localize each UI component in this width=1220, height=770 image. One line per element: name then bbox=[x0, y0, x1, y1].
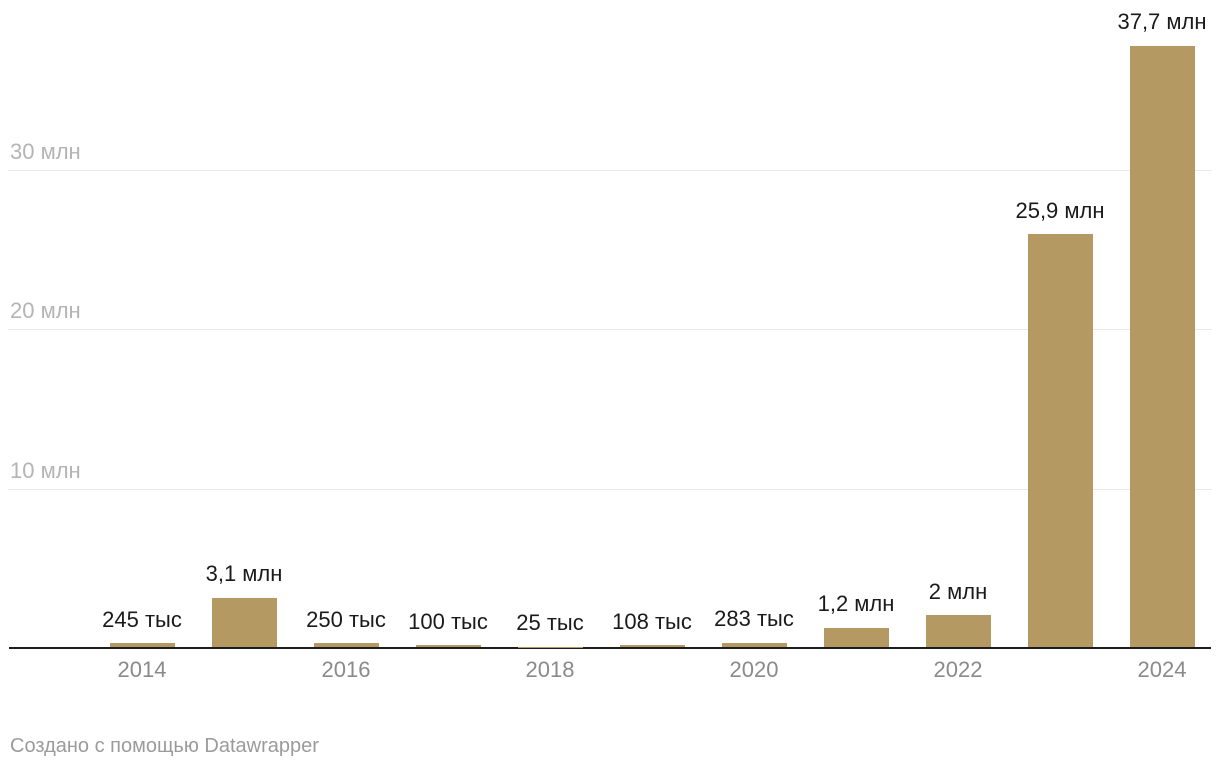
bar-2020 bbox=[721, 642, 787, 647]
bar-2019 bbox=[619, 645, 685, 647]
x-tick-2018: 2018 bbox=[525, 657, 575, 682]
bar-value-label-2014: 245 тыс bbox=[102, 606, 182, 632]
bar-value-label-2019: 108 тыс bbox=[612, 608, 692, 634]
bar-value-label-2022: 2 млн bbox=[928, 578, 988, 604]
x-tick-2024: 2024 bbox=[1137, 657, 1187, 682]
bar-value-label-2021: 1,2 млн bbox=[817, 591, 895, 617]
bar-value-label-2015: 3,1 млн bbox=[205, 561, 283, 587]
gridline-20-mln bbox=[8, 329, 1212, 330]
bar-value-label-2016: 250 тыс bbox=[306, 606, 386, 632]
bar-2023 bbox=[1027, 233, 1093, 647]
y-axis-tick-label: 30 млн bbox=[10, 138, 81, 164]
x-tick-2016: 2016 bbox=[321, 657, 371, 682]
attribution-text: Создано с помощью Datawrapper bbox=[10, 735, 319, 757]
x-tick-2020: 2020 bbox=[729, 657, 779, 682]
bar-value-label-2020: 283 тыс bbox=[714, 606, 794, 632]
x-axis-line bbox=[9, 647, 1211, 649]
bar-value-label-2017: 100 тыс bbox=[408, 609, 488, 635]
gridline-10-mln bbox=[8, 489, 1212, 490]
bar-value-label-2018: 25 тыс bbox=[516, 610, 584, 636]
x-tick-2022: 2022 bbox=[933, 657, 983, 682]
bar-2017 bbox=[415, 645, 481, 647]
bar-value-label-2023: 25,9 млн bbox=[1015, 197, 1105, 223]
x-tick-2014: 2014 bbox=[117, 657, 167, 682]
bar-2015 bbox=[211, 597, 277, 647]
gridline-30-mln bbox=[8, 170, 1212, 171]
bar-value-label-2024: 37,7 млн bbox=[1117, 9, 1207, 35]
bar-2024 bbox=[1129, 45, 1195, 647]
bar-2014 bbox=[109, 643, 175, 647]
y-axis-tick-label: 10 млн bbox=[10, 457, 81, 483]
bar-2022 bbox=[925, 615, 991, 647]
y-axis-tick-label: 20 млн bbox=[10, 297, 81, 323]
bar-2021 bbox=[823, 627, 889, 647]
bar-2016 bbox=[313, 643, 379, 647]
